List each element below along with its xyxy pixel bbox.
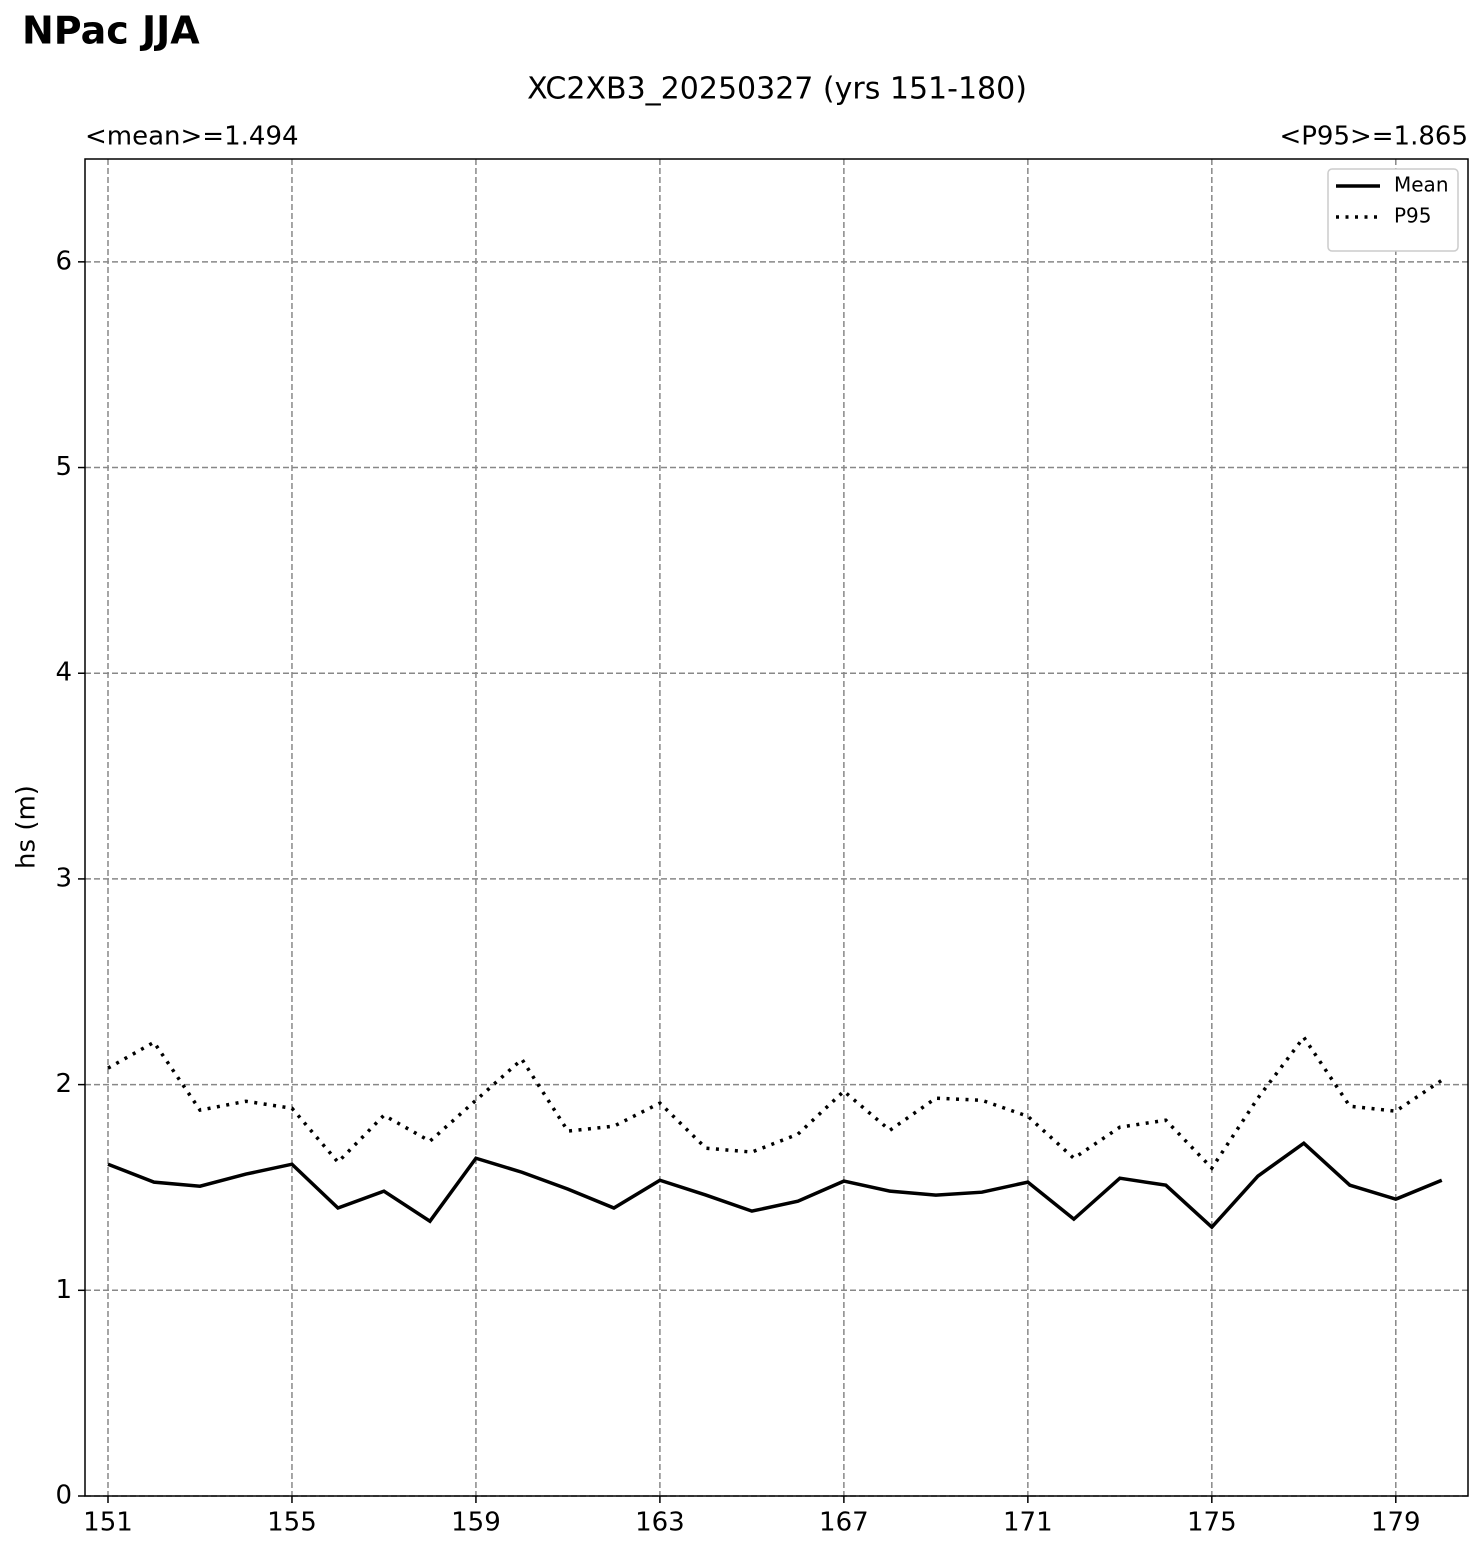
y-tick-label: 5 bbox=[55, 452, 72, 482]
data-line bbox=[107, 1140, 1443, 1230]
chart-title: XC2XB3_20250327 (yrs 151-180) bbox=[527, 72, 1027, 107]
x-tick-label: 167 bbox=[819, 1508, 869, 1538]
x-tick-label: 179 bbox=[1371, 1508, 1421, 1538]
x-tick-label: 175 bbox=[1187, 1508, 1237, 1538]
legend: Mean P95 bbox=[1327, 168, 1459, 252]
y-axis-label: hs (m) bbox=[12, 785, 42, 869]
y-tick-label: 2 bbox=[55, 1069, 72, 1099]
y-tick-label: 0 bbox=[55, 1481, 72, 1511]
legend-label: Mean bbox=[1394, 173, 1449, 197]
x-tick-label: 155 bbox=[267, 1508, 317, 1538]
y-tick-label: 3 bbox=[55, 863, 72, 893]
x-tick-label: 163 bbox=[635, 1508, 685, 1538]
x-tick-label: 151 bbox=[83, 1508, 133, 1538]
figure-title: NPac JJA bbox=[22, 9, 200, 53]
x-tick-label: 159 bbox=[451, 1508, 501, 1538]
y-tick-label: 6 bbox=[55, 246, 72, 276]
p95-annotation: <P95>=1.865 bbox=[1279, 122, 1468, 152]
legend-label: P95 bbox=[1394, 204, 1432, 228]
data-line bbox=[107, 1034, 1443, 1171]
x-tick-label: 171 bbox=[1003, 1508, 1053, 1538]
plot-frame bbox=[84, 158, 1469, 1497]
legend-frame bbox=[1327, 168, 1459, 252]
y-tick-label: 1 bbox=[55, 1275, 72, 1305]
mean-annotation: <mean>=1.494 bbox=[85, 122, 299, 152]
y-tick-label: 4 bbox=[55, 658, 72, 688]
